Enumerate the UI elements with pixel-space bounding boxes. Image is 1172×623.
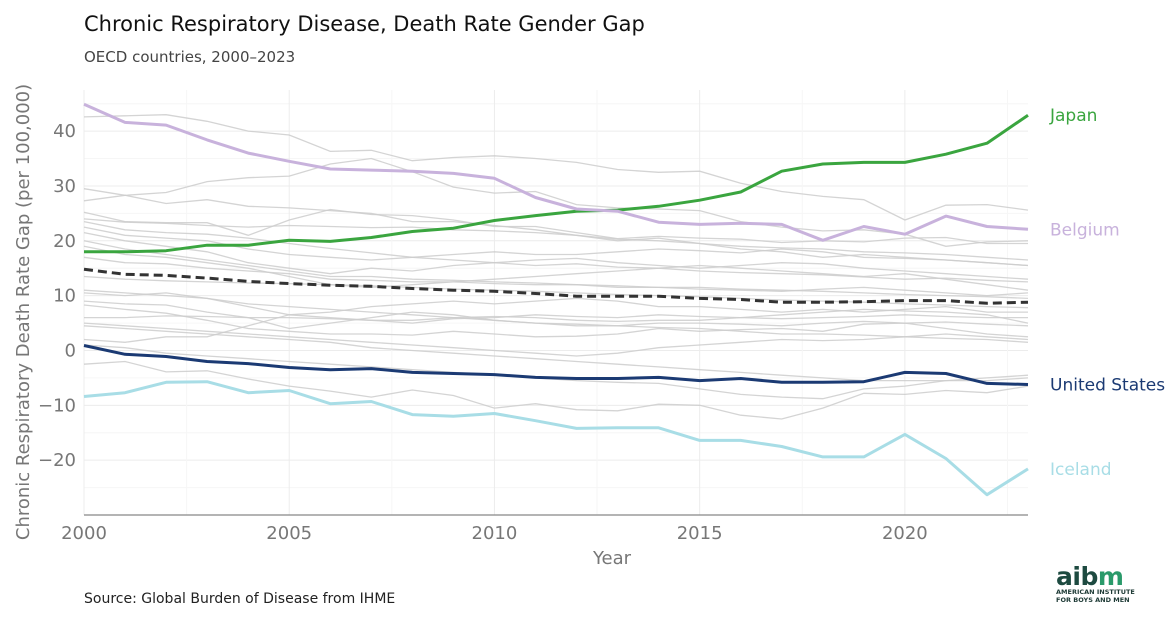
- country-line: [83, 208, 1028, 245]
- x-tick-label: 2015: [677, 523, 723, 544]
- logo-wordmark: aibm: [1056, 562, 1124, 591]
- other-countries-lines: [83, 114, 1029, 420]
- country-line: [83, 218, 1029, 261]
- country-line: [83, 114, 1029, 221]
- y-tick-label: −20: [38, 450, 76, 471]
- source-note: Source: Global Burden of Disease from IH…: [84, 591, 396, 607]
- y-tick-label: 20: [53, 231, 76, 252]
- oecd-average-line: [83, 267, 1029, 305]
- y-tick-label: 30: [53, 176, 76, 197]
- country-line: [83, 344, 1029, 400]
- y-tick-label: 40: [53, 121, 76, 142]
- country-line: [83, 297, 1028, 343]
- y-tick-label: 10: [53, 286, 76, 307]
- country-line: [83, 231, 1029, 280]
- country-line: [83, 300, 1029, 330]
- country-line: [83, 360, 1029, 420]
- logo-line2: FOR BOYS AND MEN: [1056, 596, 1130, 604]
- series-line-belgium: [83, 102, 1029, 242]
- country-line: [83, 220, 1029, 283]
- axes: −20 −10 0 10 20 30 40 2000 2005 2010 2015 2020: [38, 121, 1028, 544]
- series-label-japan: Japan: [1049, 106, 1097, 126]
- country-line: [83, 157, 1029, 247]
- y-tick-label: −10: [38, 395, 76, 416]
- country-line: [83, 226, 1029, 267]
- country-line: [83, 292, 1028, 324]
- y-tick-label: 0: [65, 340, 76, 361]
- country-line: [83, 325, 1029, 382]
- country-line: [83, 245, 1029, 291]
- highlighted-lines: Japan Belgium United States Iceland: [83, 102, 1165, 497]
- country-line: [83, 240, 1029, 300]
- country-line: [83, 194, 1029, 267]
- series-line-japan: [84, 113, 1029, 254]
- logo-line1: AMERICAN INSTITUTE: [1056, 588, 1135, 596]
- x-tick-label: 2020: [882, 523, 928, 544]
- series-line-iceland: [83, 380, 1029, 497]
- series-label-belgium: Belgium: [1050, 220, 1120, 240]
- series-label-iceland: Iceland: [1050, 460, 1112, 480]
- average-line: [83, 267, 1029, 305]
- y-axis-title: Chronic Respiratory Death Rate Gap (per …: [13, 84, 34, 540]
- x-tick-label: 2000: [61, 523, 107, 544]
- country-line: [83, 275, 1029, 309]
- x-axis-title: Year: [592, 548, 632, 569]
- series-line-united-states: [83, 344, 1029, 386]
- x-tick-label: 2005: [266, 523, 312, 544]
- chart-title: Chronic Respiratory Disease, Death Rate …: [84, 12, 645, 36]
- country-line: [83, 256, 1029, 297]
- country-line: [83, 289, 1029, 343]
- country-line: [83, 322, 1029, 357]
- x-tick-label: 2010: [472, 523, 518, 544]
- country-line: [84, 308, 1029, 324]
- chart-subtitle: OECD countries, 2000–2023: [84, 48, 296, 66]
- aibm-logo: aibm AMERICAN INSTITUTE FOR BOYS AND MEN: [1056, 562, 1166, 604]
- series-label-united-states: United States: [1050, 375, 1165, 395]
